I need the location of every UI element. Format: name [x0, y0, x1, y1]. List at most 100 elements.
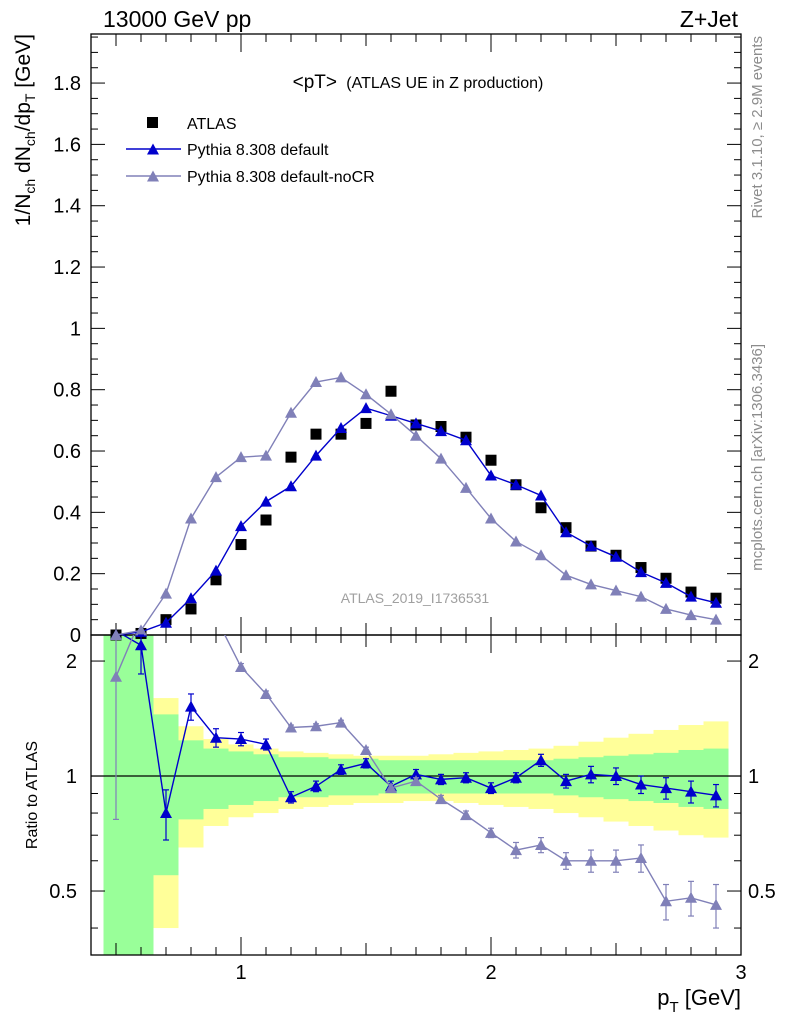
nocr-main-point — [360, 388, 372, 400]
default-ratio-point — [485, 782, 497, 794]
x-tick-label: 2 — [485, 962, 496, 984]
nocr-ratio-point — [110, 670, 122, 682]
band-green-bin — [203, 748, 229, 809]
default-main-point — [360, 402, 372, 414]
x-tick-label: 1 — [235, 962, 246, 984]
default-ratio-point — [160, 807, 172, 819]
nocr-ratio-point — [660, 895, 672, 907]
data-marks — [110, 371, 722, 929]
default-main-point — [485, 469, 497, 481]
nocr-main-point — [685, 609, 697, 621]
main-y-tick-label: 1.6 — [53, 134, 81, 156]
default-main-point — [460, 434, 472, 446]
nocr-main-point — [510, 535, 522, 547]
nocr-ratio-point — [535, 838, 547, 850]
nocr-main-point — [585, 578, 597, 590]
plot-title: <pT> (ATLAS UE in Z production) — [293, 72, 544, 93]
nocr-ratio-point — [310, 720, 322, 732]
legend-label-atlas: ATLAS — [187, 116, 237, 133]
default-ratio-point — [610, 770, 622, 782]
main-y-tick-label: 0 — [70, 625, 81, 647]
nocr-ratio-point — [235, 660, 247, 672]
nocr-ratio-point — [585, 854, 597, 866]
atlas-data-point — [185, 603, 197, 615]
default-ratio-point — [335, 763, 347, 775]
ratio-y-tick-label-right: 0.5 — [748, 881, 776, 903]
default-ratio-point — [460, 771, 472, 783]
default-main-point — [235, 520, 247, 532]
nocr-main-point — [460, 481, 472, 493]
nocr-ratio-point — [635, 852, 647, 864]
atlas-data-point — [285, 451, 297, 463]
default-main-point — [710, 596, 722, 608]
band-green-bin — [278, 757, 304, 798]
legend-marker-nocr — [147, 170, 159, 182]
ratio-y-tick-label-right: 2 — [748, 651, 759, 673]
band-green-bin — [228, 751, 254, 805]
default-ratio-point — [710, 789, 722, 801]
ratio-y-tick-label-left: 2 — [66, 651, 77, 673]
atlas-data-point — [335, 428, 347, 440]
x-axis-label: pT [GeV] — [657, 985, 741, 1016]
nocr-ratio-point — [610, 854, 622, 866]
nocr-main-point — [410, 429, 422, 441]
legend-label-nocr: Pythia 8.308 default-noCR — [187, 169, 375, 186]
default-ratio-point — [635, 778, 647, 790]
nocr-ratio-point — [335, 716, 347, 728]
atlas-data-point — [235, 539, 247, 551]
main-y-tick-label: 0.8 — [53, 380, 81, 402]
atlas-data-point — [485, 454, 497, 466]
default-ratio-point — [310, 780, 322, 792]
process-label: Z+Jet — [680, 6, 739, 32]
default-ratio-point — [210, 731, 222, 743]
default-main-point — [410, 417, 422, 429]
legend-marker-atlas — [147, 117, 158, 128]
default-ratio-point — [410, 768, 422, 780]
main-y-tick-label: 1 — [70, 318, 81, 340]
nocr-main-point — [260, 449, 272, 461]
main-y-tick-label: 0.6 — [53, 441, 81, 463]
default-ratio-point — [135, 639, 147, 651]
plot-title-sub: (ATLAS UE in Z production) — [346, 75, 543, 92]
nocr-main-point — [185, 512, 197, 524]
atlas-data-point — [210, 574, 222, 586]
default-ratio-point — [660, 782, 672, 794]
uncertainty-bands — [103, 635, 729, 955]
default-ratio-point — [535, 754, 547, 766]
main-y-tick-label: 1.4 — [53, 196, 81, 218]
tick-labels: 0 0.2 0.4 0.6 0.8 1 1.2 1.4 1.6 1.8 1 2 3 0.5 0.5 1 1 2 2 — [49, 73, 776, 984]
nocr-ratio-point — [410, 775, 422, 787]
main-y-tick-label: 0.4 — [53, 502, 81, 524]
nocr-main-point — [160, 587, 172, 599]
band-green-bin — [178, 740, 204, 820]
nocr-ratio-point — [460, 809, 472, 821]
default-ratio-point — [360, 757, 372, 769]
default-main-point — [635, 566, 647, 578]
mcplots-label: mcplots.cern.ch [arXiv:1306.3436] — [749, 344, 766, 571]
nocr-main-point — [485, 512, 497, 524]
nocr-main-point — [285, 406, 297, 418]
nocr-ratio-point — [510, 844, 522, 856]
nocr-main-point — [660, 602, 672, 614]
default-ratio-point — [185, 700, 197, 712]
default-main-point — [535, 489, 547, 501]
atlas-data-point — [310, 428, 322, 440]
nocr-main-point — [535, 549, 547, 561]
nocr-main-point — [635, 590, 647, 602]
main-y-tick-label: 0.2 — [53, 564, 81, 586]
default-main-point — [160, 616, 172, 628]
main-y-tick-label: 1.2 — [53, 257, 81, 279]
default-main-point — [510, 478, 522, 490]
default-main-point — [560, 526, 572, 538]
ratio-y-tick-label-left: 1 — [66, 766, 77, 788]
band-green-bin — [128, 635, 154, 955]
nocr-ratio-point — [360, 743, 372, 755]
axis-ticks — [90, 34, 742, 955]
nocr-main-point — [135, 624, 147, 636]
nocr-ratio-point — [685, 891, 697, 903]
default-ratio-point — [585, 768, 597, 780]
default-main-point — [210, 564, 222, 576]
nocr-ratio-point — [435, 793, 447, 805]
ratio-y-tick-label-left: 0.5 — [49, 881, 77, 903]
